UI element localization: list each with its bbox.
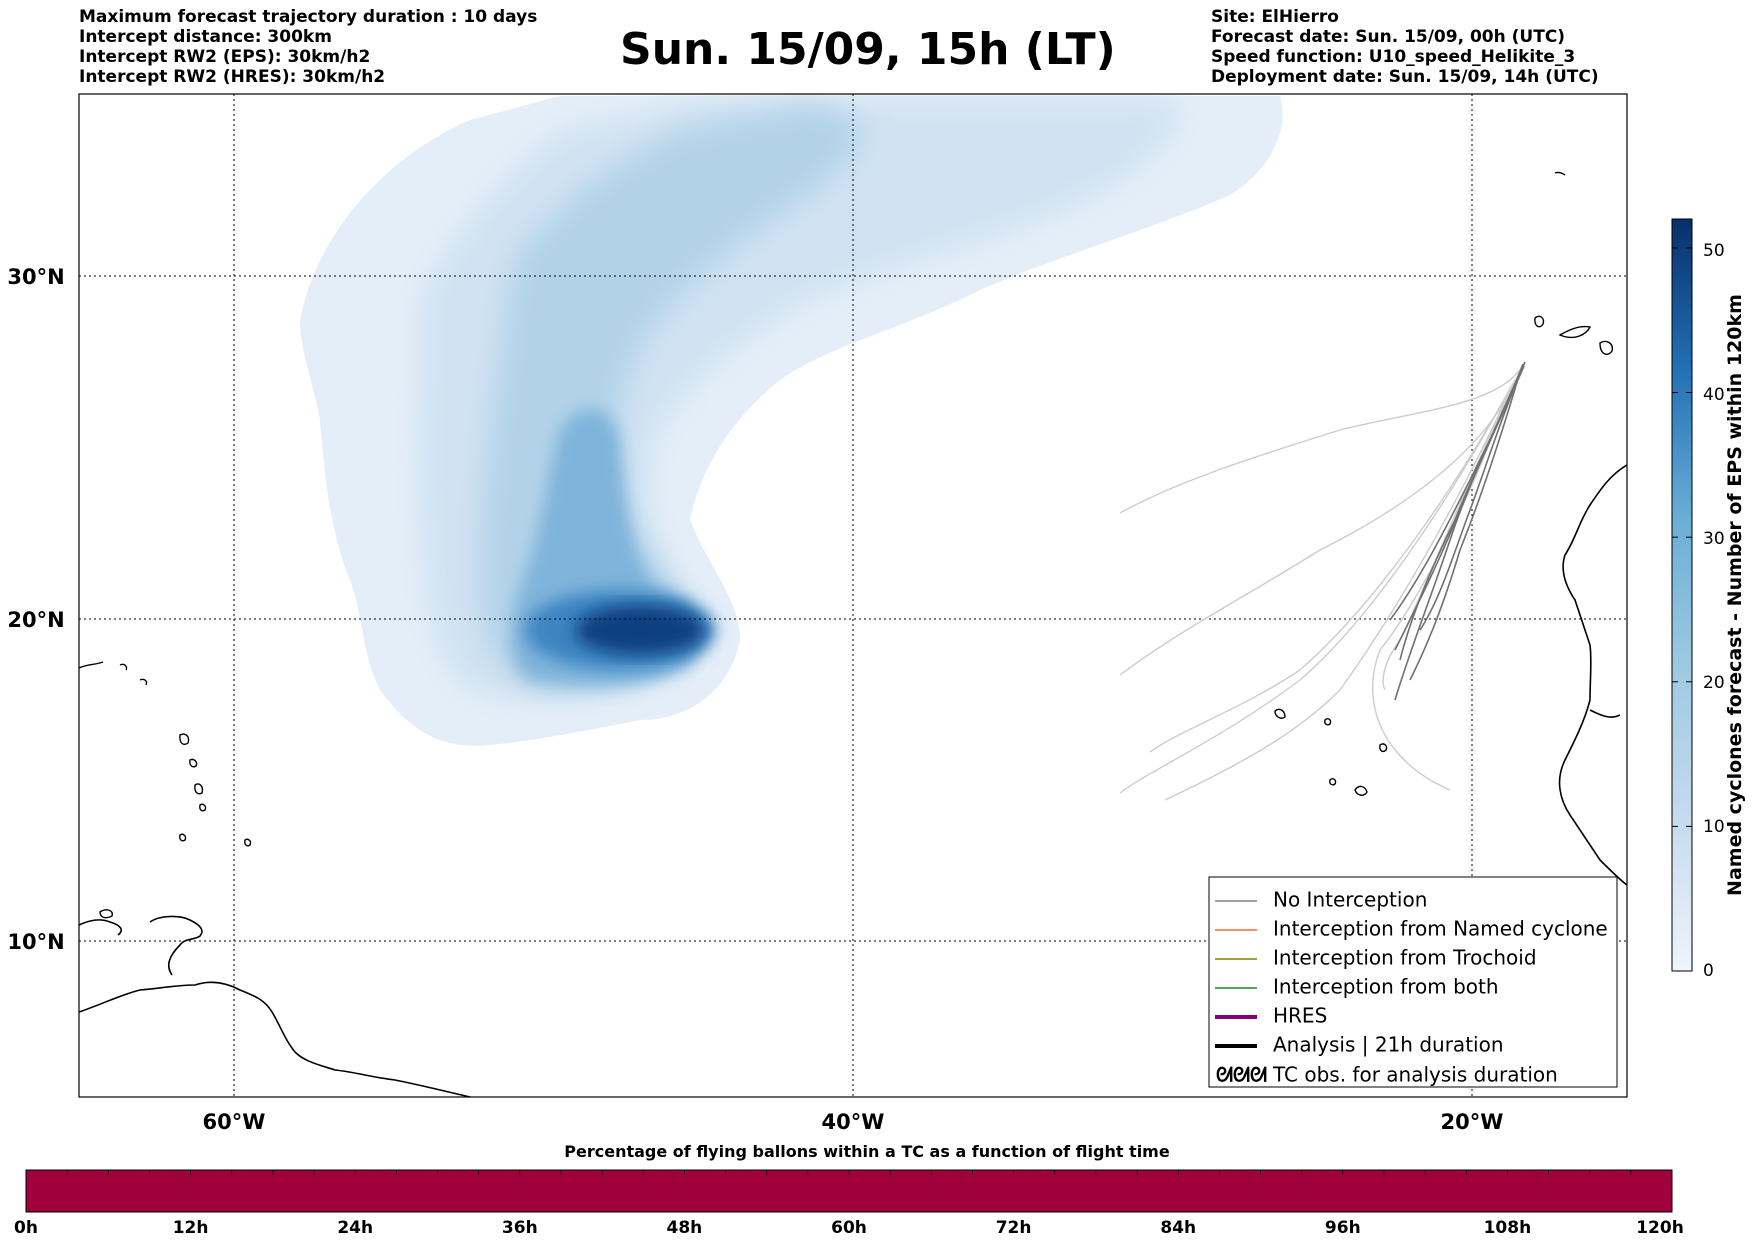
colorbar-label: Named cyclones forecast - Number of EPS …	[1724, 294, 1746, 896]
island-cape-verde-5	[1324, 718, 1332, 726]
island-lesser-antilles-6	[244, 838, 252, 847]
island-canary-3	[1599, 340, 1614, 355]
map-title: Sun. 15/09, 15h (LT)	[620, 24, 1116, 75]
coastline-trinidad-venezuela	[149, 915, 203, 976]
lat-label-20n: 20°N	[7, 608, 64, 632]
time-tick-48h: 48h	[667, 1218, 703, 1238]
island-cape-verde-2	[1354, 785, 1368, 796]
flight-time-bar: Percentage of flying ballons within a TC…	[14, 1142, 1684, 1238]
island-canary-1	[1534, 315, 1545, 328]
lon-label-40w: 40°W	[822, 1110, 885, 1134]
coastlines	[79, 464, 1627, 1097]
flight-time-bar-title: Percentage of flying ballons within a TC…	[564, 1142, 1170, 1161]
colorbar-tick-30: 30	[1703, 529, 1725, 549]
colorbar: 0 10 20 30 40 50 Named cyclones forecast…	[1671, 218, 1746, 981]
flight-time-bar-fill	[26, 1170, 1672, 1212]
island-madeira	[1554, 171, 1566, 176]
lat-label-10n: 10°N	[7, 930, 64, 954]
trajectories-no-interception	[1389, 361, 1526, 701]
lon-label-20w: 20°W	[1441, 1110, 1504, 1134]
legend-box	[1208, 876, 1618, 1088]
colorbar-gradient	[1671, 218, 1693, 972]
colorbar-tick-40: 40	[1703, 385, 1725, 405]
island-cape-verde-3	[1379, 743, 1388, 753]
time-tick-108h: 108h	[1484, 1218, 1532, 1238]
island-lesser-antilles-1	[179, 733, 190, 745]
cyclone-density-field	[300, 96, 1283, 746]
tc-obs-icon: ᘛᘛᘛ	[1216, 1063, 1267, 1087]
lon-label-60w: 60°W	[203, 1110, 266, 1134]
island-barbados	[99, 909, 113, 919]
time-tick-120h: 120h	[1636, 1218, 1684, 1238]
time-tick-96h: 96h	[1325, 1218, 1361, 1238]
island-lesser-antilles-2	[189, 758, 198, 768]
island-canary-2	[1558, 325, 1592, 339]
island-puerto-rico	[78, 661, 104, 669]
coastline-caribbean-west	[79, 919, 122, 936]
colorbar-tick-10: 10	[1703, 817, 1725, 837]
legend-label-analysis: Analysis | 21h duration	[1273, 1033, 1504, 1057]
coastline-africa	[1558, 464, 1627, 886]
legend-swatches	[1215, 900, 1257, 1048]
legend-label-no-interception: No Interception	[1273, 888, 1427, 912]
island-cape-verde-1	[1274, 708, 1286, 719]
time-tick-36h: 36h	[502, 1218, 538, 1238]
trajectories	[1119, 361, 1526, 801]
coastline-south-america	[79, 981, 471, 1097]
islands	[78, 171, 1614, 919]
time-tick-24h: 24h	[337, 1218, 373, 1238]
map-frame	[78, 93, 1628, 1098]
max-duration-text: Maximum forecast trajectory duration : 1…	[79, 7, 538, 27]
header-left: Maximum forecast trajectory duration : 1…	[79, 7, 537, 87]
island-lesser-antilles-3	[194, 783, 204, 795]
intercept-hres-text: Intercept RW2 (HRES): 30km/h2	[79, 67, 386, 87]
time-tick-84h: 84h	[1160, 1218, 1196, 1238]
density-layer-core	[575, 605, 705, 655]
speed-function-text: Speed function: U10_speed_Helikite_3	[1211, 47, 1576, 67]
island-lesser-antilles-4	[199, 803, 207, 812]
legend-label-trochoid: Interception from Trochoid	[1273, 946, 1537, 970]
coastline-africa-bulge	[1589, 709, 1621, 718]
intercept-distance-text: Intercept distance: 300km	[79, 27, 332, 47]
island-cape-verde-4	[1329, 778, 1337, 786]
legend-label-hres: HRES	[1273, 1004, 1327, 1028]
legend-label-named-cyclone: Interception from Named cyclone	[1273, 917, 1608, 941]
time-tick-0h: 0h	[14, 1218, 38, 1238]
intercept-eps-text: Intercept RW2 (EPS): 30km/h2	[79, 47, 371, 67]
time-tick-60h: 60h	[831, 1218, 867, 1238]
flight-time-bar-minor-ticks	[25, 1170, 1673, 1175]
legend-label-tc-obs: TC obs. for analysis duration	[1272, 1063, 1558, 1087]
time-tick-12h: 12h	[173, 1218, 209, 1238]
colorbar-tick-20: 20	[1703, 673, 1725, 693]
legend: No Interception Interception from Named …	[1208, 876, 1618, 1088]
time-tick-72h: 72h	[996, 1218, 1032, 1238]
deployment-date-text: Deployment date: Sun. 15/09, 14h (UTC)	[1211, 67, 1599, 87]
island-lesser-antilles-5	[179, 833, 187, 842]
forecast-date-text: Forecast date: Sun. 15/09, 00h (UTC)	[1211, 27, 1566, 47]
lat-label-30n: 30°N	[7, 265, 64, 289]
site-text: Site: ElHierro	[1211, 7, 1339, 27]
colorbar-tick-0: 0	[1703, 961, 1714, 981]
colorbar-ticks	[1672, 247, 1692, 972]
colorbar-tick-50: 50	[1703, 241, 1725, 261]
header-right: Site: ElHierro Forecast date: Sun. 15/09…	[1211, 7, 1599, 87]
island-virgin-1	[139, 678, 148, 686]
legend-label-both: Interception from both	[1273, 975, 1499, 999]
island-virgin-2	[119, 663, 128, 671]
